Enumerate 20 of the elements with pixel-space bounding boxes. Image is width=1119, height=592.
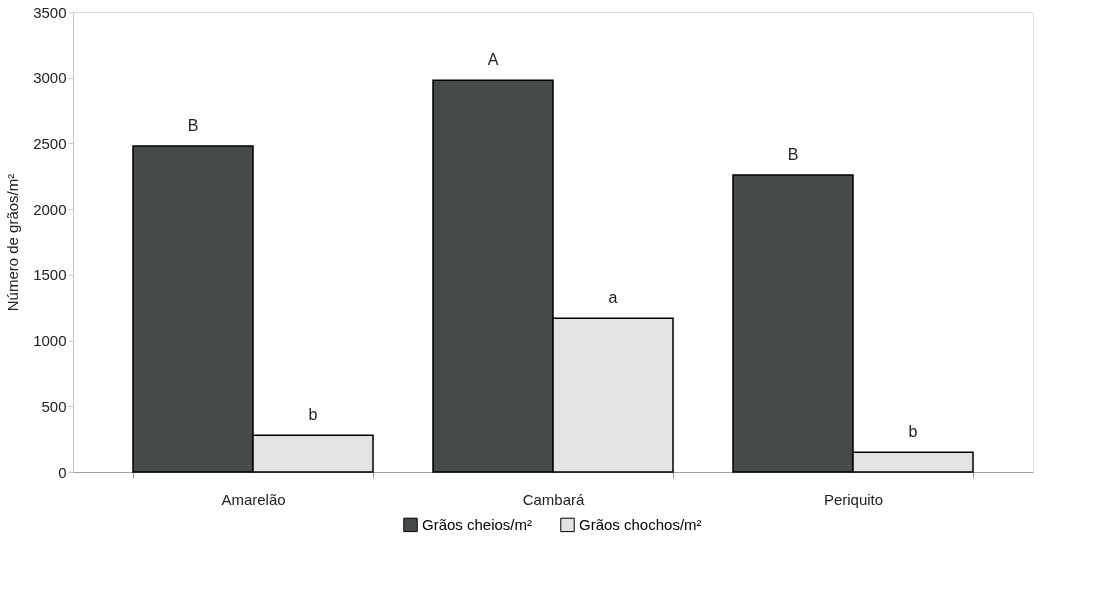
data-label: B (787, 145, 799, 163)
y-tick-label: 2000 (33, 200, 67, 218)
y-tick-label: 1500 (33, 266, 67, 284)
x-tick-label: Amarelão (221, 490, 286, 508)
y-tick-label: 1000 (33, 332, 67, 350)
y-tick-label: 3500 (33, 3, 67, 21)
data-label: A (487, 51, 499, 69)
data-label: b (908, 423, 918, 441)
x-tick-label: Periquito (823, 490, 884, 508)
legend-label: Grãos chochos/m² (579, 515, 702, 533)
y-tick-label: 3000 (33, 69, 67, 87)
y-tick-label: 0 (58, 463, 67, 481)
data-label: b (308, 406, 318, 424)
legend-label: Grãos cheios/m² (422, 515, 533, 533)
data-label: a (608, 289, 618, 307)
y-tick-label: 2500 (33, 134, 67, 152)
y-tick-label: 500 (41, 397, 67, 415)
y-axis-title: Número de grãos/m² (4, 173, 22, 312)
x-tick-label: Cambará (522, 490, 585, 508)
data-label: B (187, 117, 199, 135)
